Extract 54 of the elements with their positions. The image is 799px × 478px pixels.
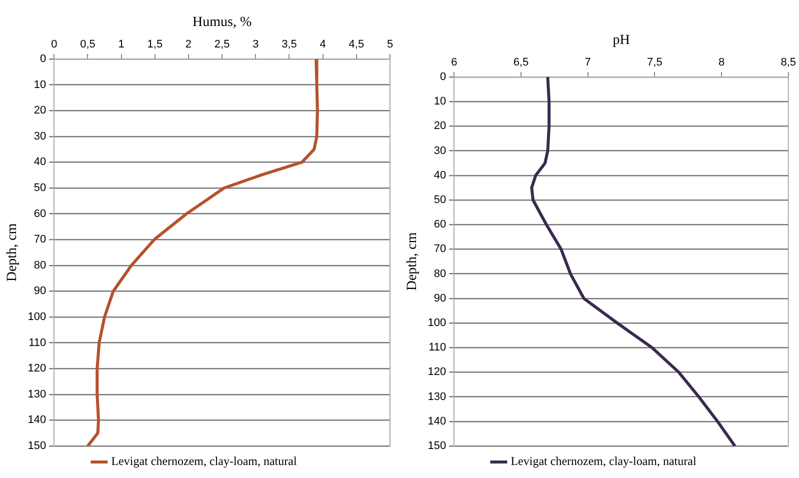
- x-axis-title: pH: [612, 33, 630, 48]
- y-tick-label: 40: [34, 156, 46, 168]
- y-tick-label: 130: [28, 388, 46, 400]
- x-tick-label: 2,5: [214, 38, 230, 50]
- y-tick-label: 60: [34, 208, 46, 220]
- y-tick-label: 50: [434, 194, 446, 206]
- y-tick-label: 130: [428, 390, 446, 403]
- y-tick-label: 90: [434, 292, 446, 304]
- x-tick-label: 2: [185, 38, 192, 50]
- y-axis-title: Depth, cm: [5, 223, 20, 282]
- y-tick-label: 30: [434, 144, 446, 157]
- x-tick-label: 1,5: [147, 38, 163, 50]
- y-tick-label: 30: [34, 130, 46, 142]
- legend-label: Levigat chernozem, clay-loam, natural: [510, 454, 697, 468]
- y-tick-label: 110: [28, 336, 46, 349]
- y-tick-label: 140: [28, 414, 46, 426]
- y-tick-label: 140: [428, 415, 446, 428]
- y-tick-label: 120: [28, 362, 46, 375]
- y-tick-label: 70: [434, 243, 446, 256]
- y-tick-label: 150: [28, 440, 46, 452]
- y-tick-label: 40: [434, 169, 446, 182]
- x-tick-label: 4,5: [348, 38, 364, 50]
- x-tick-label: 6,5: [513, 56, 529, 68]
- x-axis-title: Humus, %: [192, 15, 252, 30]
- y-tick-label: 80: [434, 268, 446, 280]
- x-tick-label: 3: [252, 38, 259, 50]
- x-tick-label: 7: [584, 56, 591, 68]
- x-tick-label: 8: [718, 56, 725, 68]
- y-tick-label: 90: [34, 285, 46, 298]
- x-tick-label: 0,5: [80, 38, 96, 50]
- x-tick-label: 3,5: [282, 38, 297, 50]
- y-tick-label: 120: [428, 366, 446, 378]
- x-tick-label: 8,5: [780, 56, 796, 68]
- legend-label: Levigat chernozem, clay-loam, natural: [111, 454, 298, 468]
- y-tick-label: 20: [34, 104, 46, 117]
- y-tick-label: 60: [434, 218, 446, 231]
- y-tick-label: 110: [428, 342, 446, 354]
- x-tick-label: 7,5: [647, 56, 662, 68]
- y-tick-label: 0: [440, 71, 446, 84]
- x-tick-label: 5: [386, 38, 394, 50]
- x-tick-label: 6: [451, 56, 458, 68]
- y-tick-label: 10: [434, 96, 446, 108]
- y-tick-label: 20: [434, 120, 446, 132]
- x-tick-label: 0: [51, 38, 58, 50]
- y-tick-label: 10: [34, 78, 46, 91]
- y-tick-label: 100: [28, 311, 46, 324]
- y-tick-label: 70: [34, 234, 46, 246]
- y-axis-title: Depth, cm: [405, 232, 420, 291]
- x-tick-label: 4: [320, 38, 326, 50]
- y-tick-label: 80: [34, 259, 46, 272]
- y-tick-label: 100: [428, 317, 446, 330]
- y-tick-label: 150: [428, 440, 446, 452]
- x-tick-label: 1: [118, 38, 124, 50]
- y-tick-label: 50: [34, 182, 46, 194]
